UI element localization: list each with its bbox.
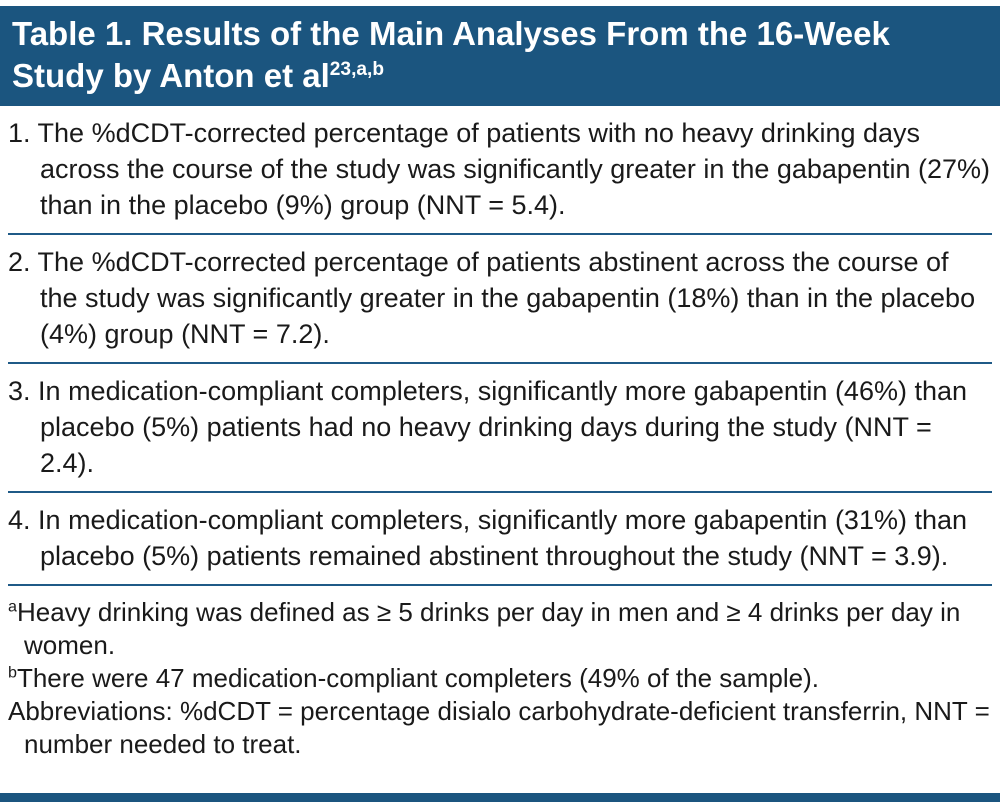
footnote-b-marker: b: [8, 663, 17, 682]
footnote-a-marker: a: [8, 597, 17, 616]
list-item-1-body: The %dCDT-corrected percentage of patien…: [37, 118, 991, 220]
footnote-b: bThere were 47 medication-compliant comp…: [8, 662, 992, 695]
table-title-line-2: Study by Anton et al23,a,b: [12, 55, 988, 97]
footnote-b-text: There were 47 medication-compliant compl…: [16, 663, 819, 693]
footnote-a: aHeavy drinking was defined as ≥ 5 drink…: [8, 596, 992, 662]
list-item-3: 3. In medication-compliant completers, s…: [8, 364, 992, 493]
list-item-4: 4. In medication-compliant completers, s…: [8, 493, 992, 586]
table-title-line-2-text: Study by Anton et al: [12, 57, 330, 94]
list-item-2-body: The %dCDT-corrected percentage of patien…: [37, 247, 976, 349]
table-title-line-1: Table 1. Results of the Main Analyses Fr…: [12, 15, 890, 52]
list-item-3-text: 3. In medication-compliant completers, s…: [8, 373, 992, 481]
list-item-2: 2. The %dCDT-corrected percentage of pat…: [8, 235, 992, 364]
table-title-superscript: 23,a,b: [329, 59, 385, 80]
table-body: 1. The %dCDT-corrected percentage of pat…: [0, 106, 1000, 586]
footnote-abbreviations-text: Abbreviations: %dCDT = percentage disial…: [8, 696, 990, 759]
list-item-1: 1. The %dCDT-corrected percentage of pat…: [8, 106, 992, 235]
bottom-accent-bar: [0, 793, 1000, 802]
list-item-3-body: In medication-compliant completers, sign…: [38, 376, 968, 478]
footnote-abbreviations: Abbreviations: %dCDT = percentage disial…: [8, 695, 992, 761]
list-item-1-text: 1. The %dCDT-corrected percentage of pat…: [8, 115, 992, 223]
list-item-3-number: 3.: [8, 376, 31, 406]
list-item-4-body: In medication-compliant completers, sign…: [38, 505, 968, 571]
list-item-4-number: 4.: [8, 505, 31, 535]
footnotes: aHeavy drinking was defined as ≥ 5 drink…: [0, 586, 1000, 761]
list-item-1-number: 1.: [8, 118, 31, 148]
list-item-4-text: 4. In medication-compliant completers, s…: [8, 502, 992, 574]
list-item-2-number: 2.: [8, 247, 31, 277]
footnote-a-text: Heavy drinking was defined as ≥ 5 drinks…: [16, 597, 961, 660]
list-item-2-text: 2. The %dCDT-corrected percentage of pat…: [8, 244, 992, 352]
table-header: Table 1. Results of the Main Analyses Fr…: [0, 6, 1000, 106]
